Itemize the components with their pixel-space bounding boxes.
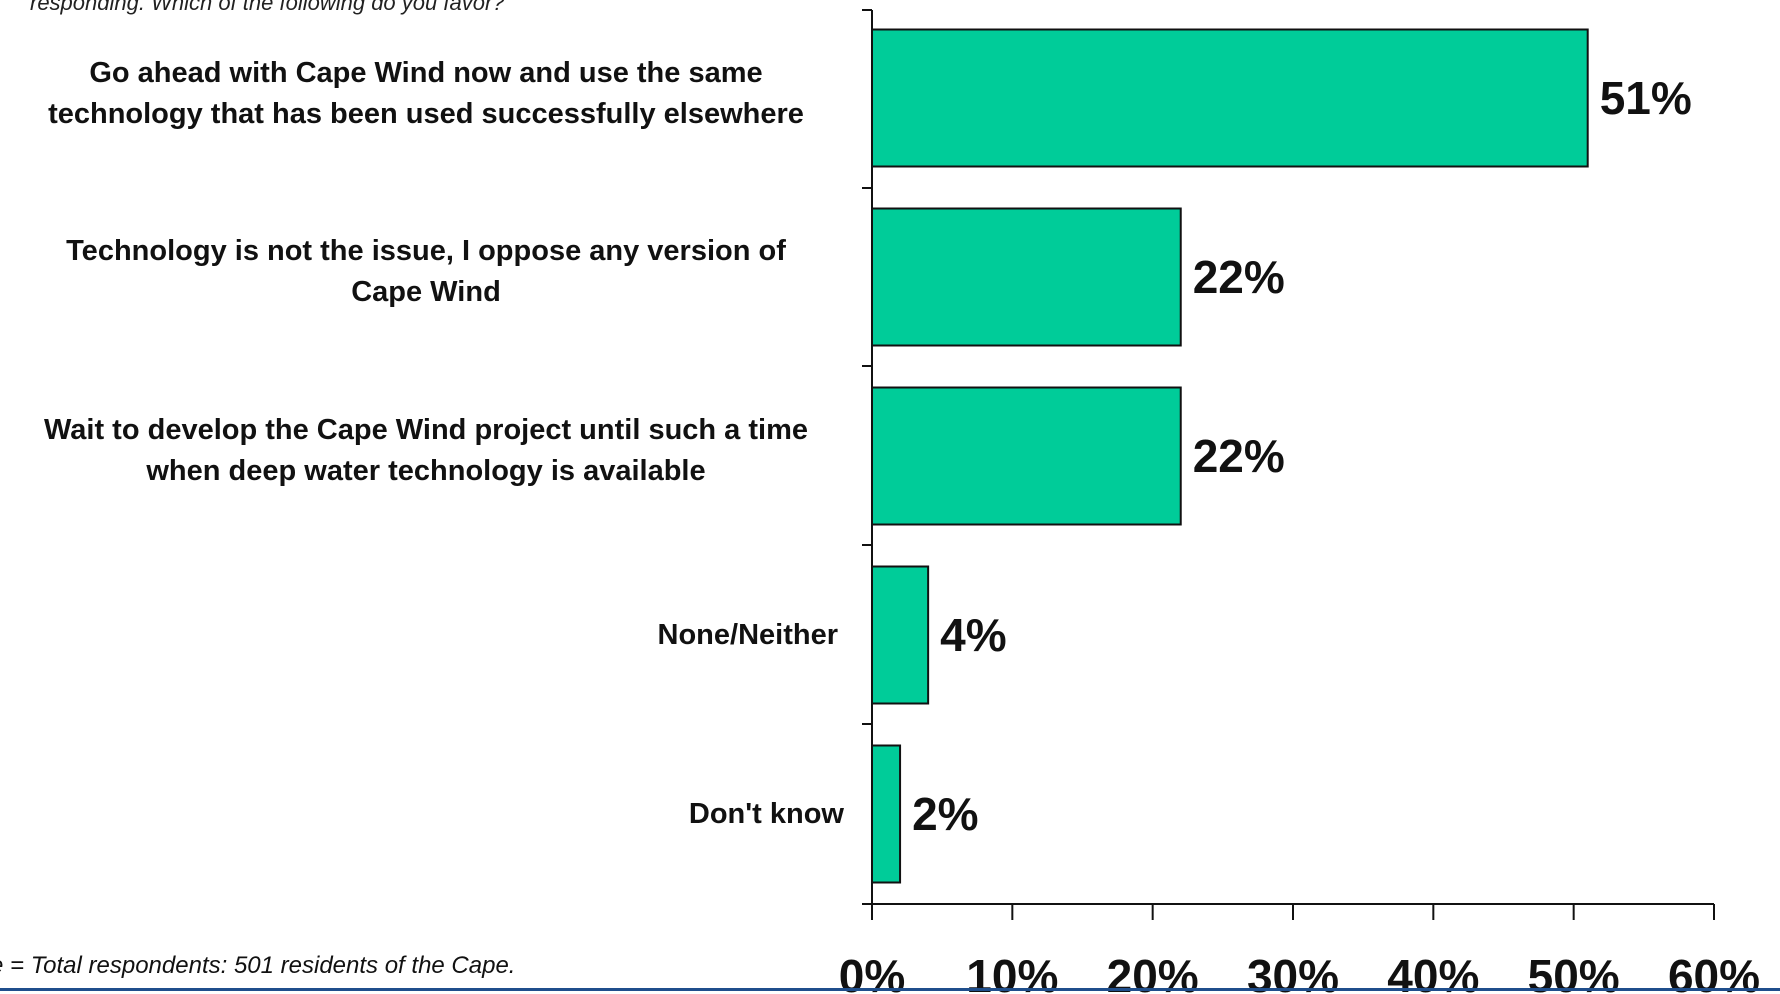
category-label-line: technology that has been used successful… xyxy=(48,98,804,130)
tick-label: 60% xyxy=(1668,950,1760,994)
tick-label: 40% xyxy=(1387,950,1479,994)
bottom-rule xyxy=(0,988,1780,991)
tick-label: 50% xyxy=(1528,950,1620,994)
data-label: 2% xyxy=(912,788,978,840)
footnote: e = Total respondents: 501 residents of … xyxy=(0,952,516,979)
question-text: responding. Which of the following do yo… xyxy=(30,0,505,15)
category-label: Wait to develop the Cape Wind project un… xyxy=(6,410,846,492)
data-label: 51% xyxy=(1600,72,1692,124)
tick-label: 10% xyxy=(966,950,1058,994)
category-label: Don't know xyxy=(4,794,844,835)
category-label-line: Cape Wind xyxy=(351,276,501,308)
bar xyxy=(871,565,930,705)
bar xyxy=(871,386,1182,526)
tick-label: 0% xyxy=(839,950,905,994)
category-label: Technology is not the issue, I oppose an… xyxy=(6,231,846,313)
category-label-line: Wait to develop the Cape Wind project un… xyxy=(43,414,808,446)
category-label-line: None/Neither xyxy=(657,618,838,651)
tick-label: 20% xyxy=(1107,950,1199,994)
category-label-line: Don't know xyxy=(688,797,844,830)
data-label: 4% xyxy=(940,609,1006,661)
data-label: 22% xyxy=(1193,430,1285,482)
tick-label: 30% xyxy=(1247,950,1339,994)
category-label: None/Neither xyxy=(0,615,838,656)
bar xyxy=(871,28,1589,168)
category-label-line: Go ahead with Cape Wind now and use the … xyxy=(89,57,763,89)
data-label: 22% xyxy=(1193,251,1285,303)
bar xyxy=(871,207,1182,347)
category-label-line: Technology is not the issue, I oppose an… xyxy=(66,235,786,267)
category-label-line: when deep water technology is available xyxy=(146,455,706,487)
bar xyxy=(871,744,902,884)
category-label: Go ahead with Cape Wind now and use the … xyxy=(6,53,846,135)
